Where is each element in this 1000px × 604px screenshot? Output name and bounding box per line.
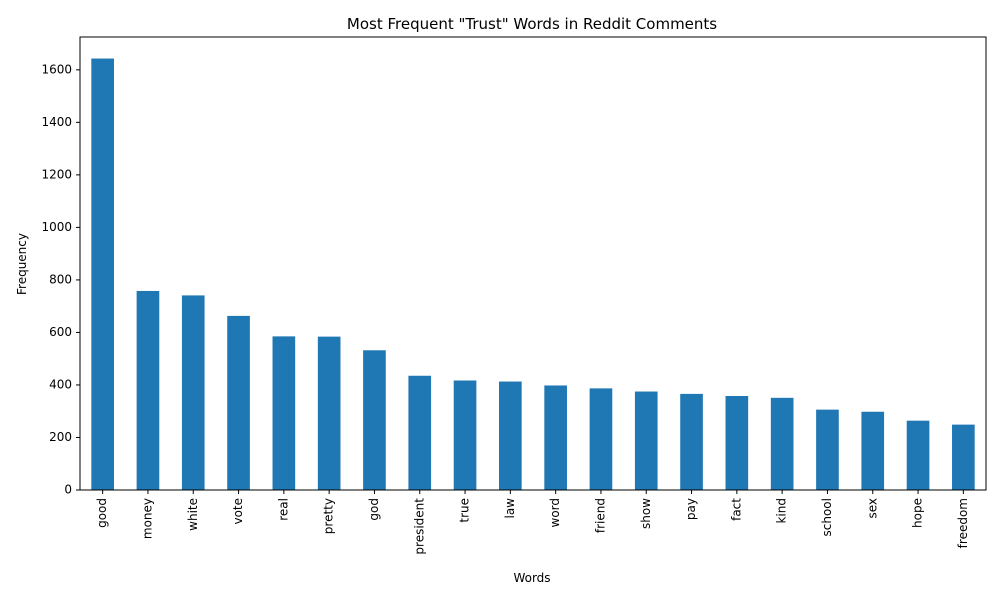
x-tick-label: hope bbox=[911, 498, 925, 528]
bar-real bbox=[272, 336, 296, 490]
y-tick-label: 800 bbox=[49, 272, 72, 286]
y-tick-label: 600 bbox=[49, 325, 72, 339]
bar-show bbox=[634, 391, 658, 490]
bar-school bbox=[816, 409, 839, 490]
y-tick-label: 1200 bbox=[41, 167, 72, 181]
x-tick-label: good bbox=[95, 498, 109, 528]
x-tick-label: school bbox=[820, 498, 834, 536]
x-axis: good money white vote real pretty god president… bbox=[95, 490, 970, 555]
y-tick-label: 1600 bbox=[41, 62, 72, 76]
bar-president bbox=[408, 375, 432, 490]
bar-god bbox=[363, 350, 386, 490]
plot-frame bbox=[79, 36, 987, 491]
x-tick-label: pretty bbox=[322, 498, 336, 534]
y-tick-label: 1400 bbox=[41, 115, 72, 129]
bar-true bbox=[453, 380, 477, 490]
x-tick-label: word bbox=[548, 498, 562, 528]
x-tick-label: law bbox=[503, 498, 517, 519]
bar-fact bbox=[725, 395, 749, 490]
bar-pay bbox=[680, 393, 703, 490]
y-axis: 0 200 400 600 800 1000 1200 1400 1600 bbox=[41, 62, 80, 497]
bar-pretty bbox=[317, 336, 341, 490]
bar-law bbox=[499, 381, 522, 490]
x-tick-label: vote bbox=[231, 498, 245, 525]
bar-vote bbox=[227, 315, 250, 490]
bar-sex bbox=[861, 411, 885, 490]
x-tick-label: money bbox=[140, 498, 154, 539]
x-tick-label: freedom bbox=[956, 498, 970, 548]
x-tick-label: god bbox=[367, 498, 381, 521]
x-tick-label: president bbox=[412, 498, 426, 555]
y-tick-label: 400 bbox=[49, 377, 72, 391]
x-tick-label: sex bbox=[865, 498, 879, 519]
bar-freedom bbox=[952, 424, 975, 490]
y-tick-label: 1000 bbox=[41, 220, 72, 234]
x-tick-label: pay bbox=[684, 498, 698, 520]
bar-word bbox=[544, 385, 567, 490]
bar-good bbox=[91, 58, 114, 491]
bar-kind bbox=[770, 397, 794, 490]
x-tick-label: fact bbox=[729, 498, 743, 521]
bar-hope bbox=[906, 420, 930, 490]
x-tick-label: real bbox=[276, 498, 290, 521]
x-tick-label: true bbox=[458, 498, 472, 523]
x-axis-label: Words bbox=[513, 571, 550, 585]
bar-white bbox=[181, 295, 205, 490]
x-tick-label: friend bbox=[593, 498, 607, 533]
bars-group bbox=[91, 58, 975, 491]
bar-friend bbox=[589, 388, 613, 490]
y-axis-label: Frequency bbox=[15, 233, 29, 295]
x-tick-label: show bbox=[639, 498, 653, 529]
x-tick-label: white bbox=[186, 498, 200, 531]
bar-money bbox=[136, 290, 160, 490]
x-tick-label: kind bbox=[775, 498, 789, 524]
chart-title: Most Frequent "Trust" Words in Reddit Co… bbox=[347, 15, 717, 33]
y-tick-label: 200 bbox=[49, 430, 72, 444]
y-tick-label: 0 bbox=[64, 483, 72, 497]
